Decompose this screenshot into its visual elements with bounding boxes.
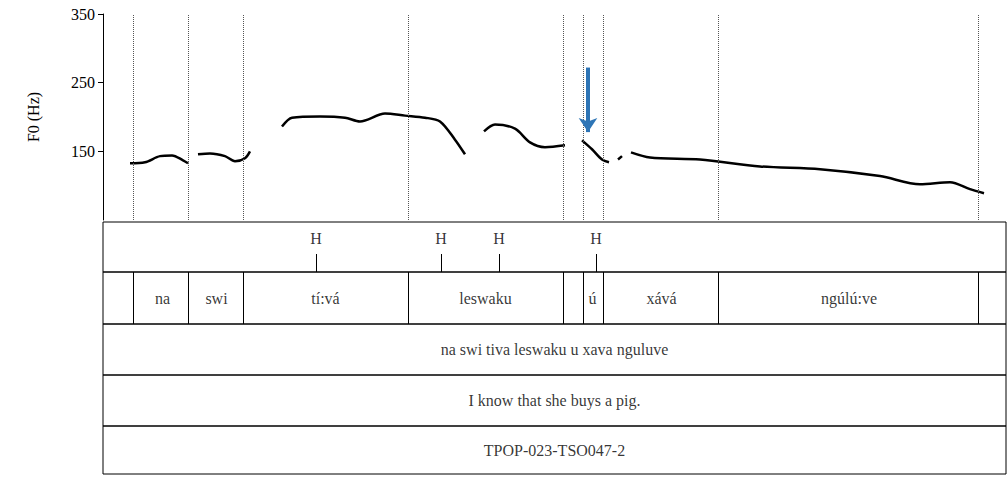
svg-text:F0 (Hz): F0 (Hz)	[25, 92, 43, 142]
svg-text:ngúlú:ve: ngúlú:ve	[821, 290, 877, 308]
svg-text:tí:vá: tí:vá	[311, 290, 339, 307]
svg-text:ú: ú	[589, 290, 597, 307]
svg-text:TPOP-023-TSO047-2: TPOP-023-TSO047-2	[484, 442, 625, 459]
svg-text:H: H	[310, 230, 322, 247]
svg-text:na swi tiva leswaku u xava ngu: na swi tiva leswaku u xava nguluve	[441, 341, 669, 359]
svg-text:350: 350	[71, 6, 95, 23]
svg-text:xává: xává	[646, 290, 676, 307]
svg-text:I know that she buys a pig.: I know that she buys a pig.	[469, 392, 641, 410]
svg-text:H: H	[590, 230, 602, 247]
svg-text:H: H	[435, 230, 447, 247]
svg-text:250: 250	[71, 74, 95, 91]
svg-text:na: na	[155, 290, 170, 307]
svg-text:leswaku: leswaku	[459, 290, 511, 307]
svg-text:swi: swi	[205, 290, 228, 307]
svg-text:150: 150	[71, 143, 95, 160]
svg-text:H: H	[493, 230, 505, 247]
